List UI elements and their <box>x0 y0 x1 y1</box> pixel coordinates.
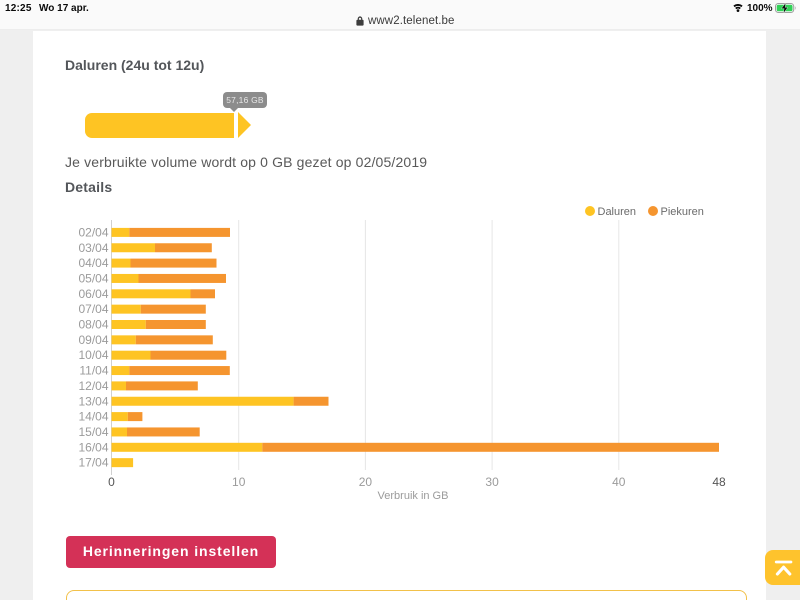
svg-text:Daluren: Daluren <box>598 206 637 218</box>
svg-text:04/04: 04/04 <box>78 256 108 270</box>
svg-text:06/04: 06/04 <box>78 287 108 301</box>
svg-text:20: 20 <box>359 475 373 489</box>
svg-text:48: 48 <box>712 475 726 489</box>
svg-text:Piekuren: Piekuren <box>661 206 704 218</box>
svg-text:17/04: 17/04 <box>78 456 108 470</box>
svg-text:0: 0 <box>108 475 115 489</box>
svg-text:03/04: 03/04 <box>78 241 108 255</box>
svg-text:09/04: 09/04 <box>78 333 108 347</box>
svg-text:15/04: 15/04 <box>78 425 108 439</box>
svg-text:02/04: 02/04 <box>78 225 108 239</box>
svg-text:12/04: 12/04 <box>78 379 108 393</box>
svg-text:08/04: 08/04 <box>78 318 108 332</box>
svg-text:10: 10 <box>232 475 246 489</box>
svg-text:14/04: 14/04 <box>78 410 108 424</box>
svg-text:40: 40 <box>612 475 626 489</box>
svg-text:05/04: 05/04 <box>78 271 108 285</box>
svg-text:Verbruik in GB: Verbruik in GB <box>378 490 449 502</box>
svg-text:13/04: 13/04 <box>78 394 108 408</box>
svg-text:10/04: 10/04 <box>78 348 108 362</box>
svg-text:16/04: 16/04 <box>78 440 108 454</box>
svg-text:07/04: 07/04 <box>78 302 108 316</box>
svg-text:30: 30 <box>485 475 499 489</box>
svg-text:11/04: 11/04 <box>79 364 108 378</box>
